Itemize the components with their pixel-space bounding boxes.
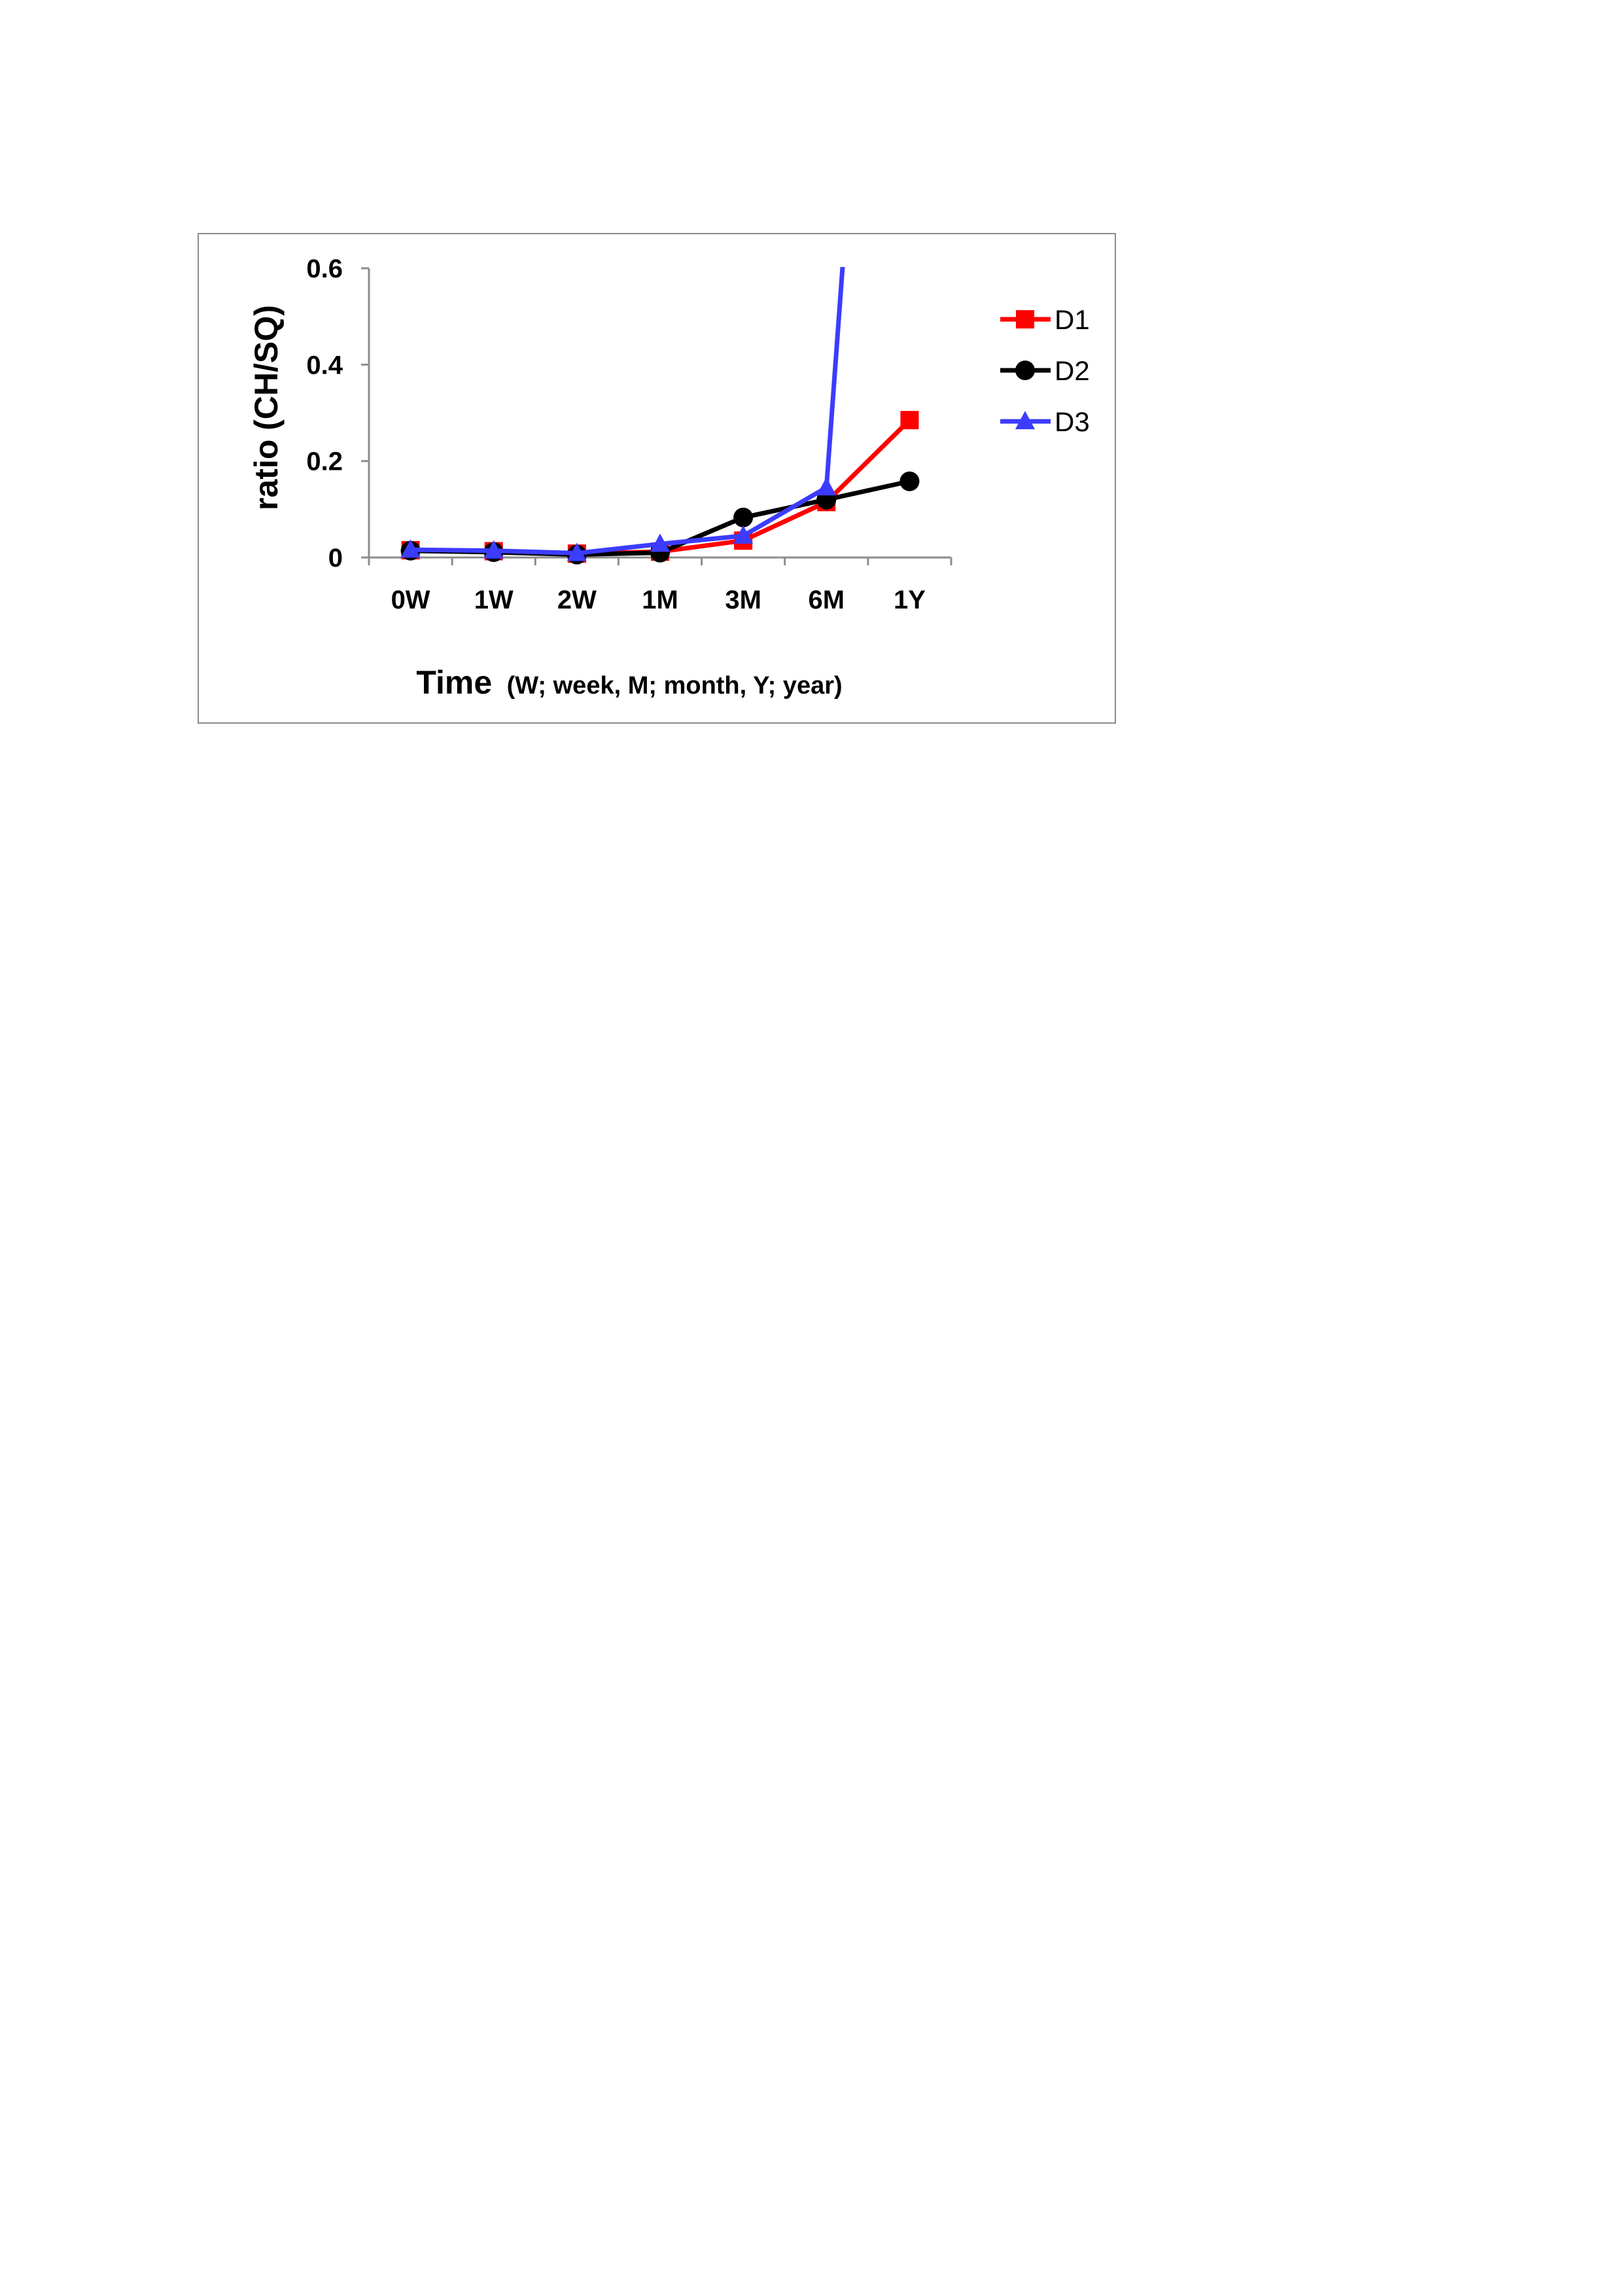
data-point-D1 [900, 411, 919, 430]
legend-marker-D3 [1015, 411, 1035, 429]
x-tick-label: 1W [474, 586, 514, 614]
data-point-D2 [733, 507, 754, 527]
legend-item-D1: D1 [1000, 304, 1090, 335]
legend-item-D2: D2 [1000, 355, 1090, 386]
plot-area [400, 267, 920, 565]
y-tick-label: 0.2 [306, 448, 343, 476]
y-tick-label: 0 [328, 544, 343, 573]
y-axis: 0 0.2 0.4 0.6 [306, 255, 370, 573]
x-tick-label: 3M [725, 586, 761, 614]
chart-frame: ratio (CH/SQ) Time (W; week, M; month, Y… [198, 233, 1116, 724]
y-axis-title: ratio (CH/SQ) [248, 305, 285, 510]
data-point-D3 [400, 539, 421, 558]
legend-marker-D1 [1016, 310, 1034, 328]
series-D3 [400, 267, 845, 561]
x-tick-label: 1Y [894, 586, 926, 614]
line-chart: ratio (CH/SQ) Time (W; week, M; month, Y… [248, 255, 1090, 701]
x-axis-title-group: Time (W; week, M; month, Y; year) [416, 664, 842, 701]
legend: D1 D2 D3 [1000, 304, 1090, 437]
x-tick-label: 6M [808, 586, 845, 614]
x-axis: 0W 1W 2W 1M 3M 6M 1Y [368, 556, 952, 614]
data-point-D3 [650, 533, 670, 552]
y-tick-label: 0.6 [306, 255, 343, 283]
x-axis-title-note: (W; week, M; month, Y; year) [507, 672, 843, 699]
x-axis-title: Time [416, 664, 492, 701]
legend-marker-D2 [1015, 361, 1035, 380]
data-point-D3 [567, 542, 587, 561]
legend-label-D3: D3 [1055, 406, 1090, 437]
data-point-D2 [899, 471, 920, 491]
legend-label-D1: D1 [1055, 304, 1090, 335]
x-tick-label: 2W [557, 586, 597, 614]
data-point-D3 [483, 540, 504, 559]
y-tick-label: 0.4 [306, 351, 343, 380]
legend-item-D3: D3 [1000, 406, 1090, 437]
x-tick-label: 0W [391, 586, 430, 614]
data-point-D3 [733, 525, 754, 544]
data-point-D3 [816, 477, 837, 496]
legend-label-D2: D2 [1055, 355, 1090, 386]
x-tick-label: 1M [642, 586, 678, 614]
